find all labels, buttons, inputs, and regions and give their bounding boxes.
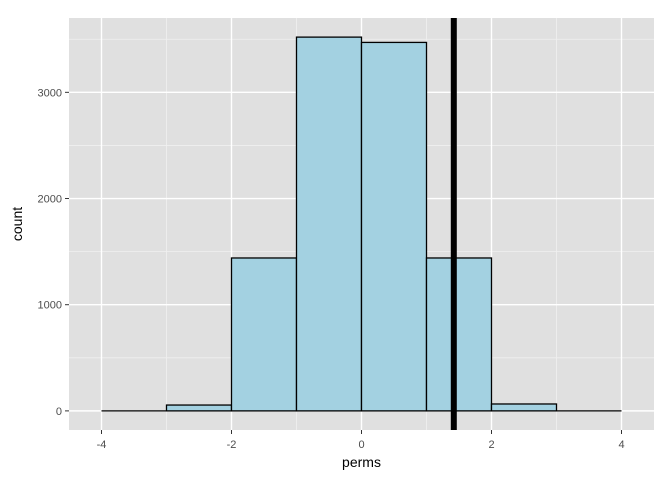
y-tick-label: 0: [56, 406, 62, 418]
histogram-bar-5: [425, 257, 493, 412]
x-tick-label: -2: [227, 439, 237, 451]
histogram-bar-4: [360, 41, 428, 412]
histogram-bars: [101, 36, 622, 412]
y-axis-title: count: [9, 207, 25, 241]
x-axis-title: perms: [342, 454, 381, 470]
y-tick-label: 3000: [38, 87, 62, 99]
histogram-bar-6: [490, 403, 558, 412]
y-tick-label: 2000: [38, 194, 62, 206]
histogram-bar-2: [230, 257, 298, 412]
x-tick-label: -4: [97, 439, 107, 451]
y-axis-ticks: 0 1000 2000 3000: [38, 87, 69, 418]
x-tick-label: 4: [618, 439, 624, 451]
histogram-bar-3: [295, 36, 363, 412]
x-tick-label: 2: [488, 439, 494, 451]
x-axis-ticks: -4 -2 0 2 4: [97, 430, 625, 451]
y-tick-label: 1000: [38, 300, 62, 312]
x-tick-label: 0: [358, 439, 364, 451]
histogram-bar-1: [165, 404, 233, 412]
